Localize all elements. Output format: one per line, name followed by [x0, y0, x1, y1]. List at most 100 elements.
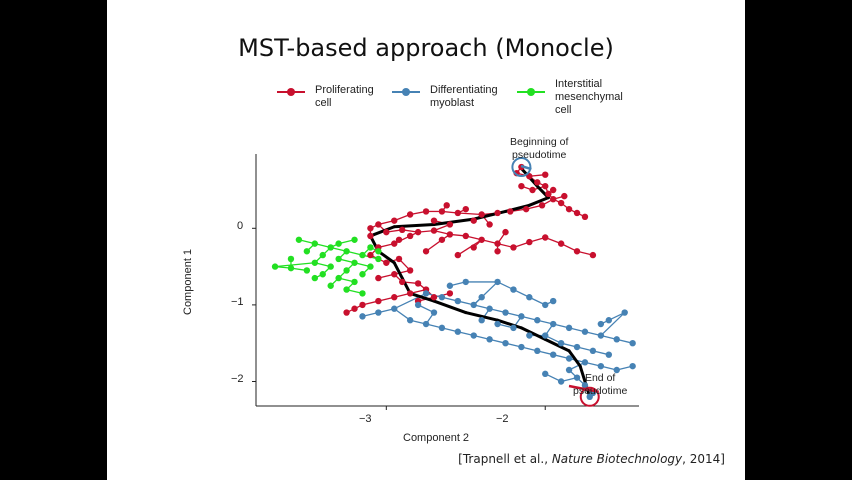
- tree-edge-series-1: [457, 212, 482, 216]
- point-series-1: [478, 236, 485, 243]
- point-series-2: [526, 332, 533, 339]
- point-series-1: [565, 205, 573, 213]
- point-series-2: [573, 343, 581, 351]
- point-series-1: [561, 192, 568, 200]
- backbone-segment: [472, 209, 508, 221]
- point-series-1: [446, 221, 454, 228]
- legend-label-proliferating-2: cell: [315, 97, 332, 109]
- point-series-1: [391, 217, 398, 224]
- point-series-3: [271, 263, 279, 270]
- tree-edge-series-2: [393, 308, 411, 321]
- point-series-1: [549, 186, 557, 194]
- point-series-3: [303, 267, 311, 274]
- backbone-segment: [578, 364, 587, 383]
- point-series-1: [538, 202, 546, 209]
- point-series-1: [395, 255, 403, 263]
- annotation-end-line2: pseudotime: [573, 385, 628, 397]
- scatter-plot: [252, 154, 639, 410]
- citation-suffix: , 2014]: [682, 452, 725, 466]
- citation-journal: Nature Biotechnology: [551, 452, 683, 466]
- point-series-3: [367, 263, 374, 270]
- point-series-2: [605, 351, 613, 358]
- point-series-1: [438, 236, 446, 243]
- point-series-1: [430, 227, 438, 234]
- point-series-1: [343, 309, 350, 316]
- point-series-1: [454, 209, 462, 217]
- annotation-end-line1: End of: [584, 372, 616, 384]
- point-series-1: [383, 228, 390, 236]
- point-series-3: [335, 255, 342, 263]
- point-series-1: [534, 179, 541, 186]
- end-arrow: [568, 384, 599, 394]
- backbone-segment: [408, 291, 436, 303]
- point-series-1: [430, 294, 438, 301]
- point-series-1: [438, 208, 446, 215]
- point-series-2: [589, 347, 597, 355]
- slide: MST-based approach (Monocle) Proliferati…: [107, 0, 745, 480]
- legend-label-differentiating-1: Differentiating: [430, 84, 498, 96]
- point-series-1: [443, 202, 450, 209]
- point-series-1: [406, 267, 414, 274]
- citation-prefix: [Trapnell et al.,: [458, 452, 552, 466]
- point-series-2: [557, 378, 565, 385]
- backbone-segment: [392, 222, 436, 229]
- point-series-2: [478, 294, 485, 301]
- point-series-3: [351, 278, 358, 286]
- point-series-3: [311, 240, 319, 247]
- point-series-1: [367, 251, 374, 259]
- point-series-1: [367, 232, 374, 240]
- point-series-1: [359, 301, 366, 309]
- y-tick-label-1: 0: [237, 220, 244, 232]
- point-series-2: [573, 374, 581, 381]
- point-series-3: [359, 271, 366, 278]
- point-series-3: [375, 248, 382, 255]
- point-series-2: [486, 336, 493, 343]
- point-series-2: [621, 309, 628, 316]
- point-series-1: [542, 182, 549, 190]
- point-series-1: [414, 280, 422, 287]
- point-series-1: [391, 240, 398, 247]
- point-series-1: [391, 294, 398, 301]
- point-series-2: [581, 359, 589, 366]
- point-series-1: [557, 199, 565, 207]
- point-series-2: [597, 320, 605, 328]
- point-series-2: [549, 297, 557, 305]
- backbone-segment: [567, 349, 582, 368]
- point-series-1: [383, 259, 390, 266]
- point-series-2: [549, 320, 557, 328]
- point-series-1: [414, 228, 422, 236]
- end-marker-circle: [579, 386, 600, 407]
- point-series-3: [311, 274, 319, 282]
- point-series-2: [581, 382, 589, 389]
- point-series-2: [613, 336, 620, 343]
- beginning-marker-circle: [511, 157, 532, 178]
- point-series-1: [470, 217, 477, 224]
- point-series-1: [454, 251, 462, 259]
- point-series-1: [375, 297, 382, 305]
- point-series-2: [629, 339, 636, 347]
- point-series-2: [430, 309, 438, 316]
- legend-label-interstitial-1: Interstitial: [555, 78, 603, 90]
- point-series-1: [494, 209, 501, 217]
- backbone-segment: [376, 249, 396, 265]
- point-series-2: [422, 320, 430, 328]
- point-series-2: [438, 324, 446, 332]
- point-series-2: [542, 301, 549, 309]
- point-series-3: [287, 264, 295, 272]
- point-series-1: [367, 225, 374, 232]
- point-series-1: [422, 248, 430, 255]
- point-series-3: [351, 236, 358, 243]
- tree-edge-series-2: [600, 312, 626, 336]
- point-series-1: [406, 211, 414, 218]
- annotation-end: End of pseudotime: [573, 372, 627, 398]
- point-series-2: [462, 278, 469, 286]
- point-series-2: [549, 351, 557, 358]
- point-series-2: [597, 332, 605, 339]
- point-series-3: [359, 251, 366, 259]
- point-series-1: [446, 290, 454, 297]
- point-series-3: [327, 263, 334, 270]
- point-series-3: [327, 282, 334, 289]
- point-series-2: [446, 282, 454, 289]
- point-series-3: [375, 255, 382, 263]
- point-series-2: [518, 313, 525, 320]
